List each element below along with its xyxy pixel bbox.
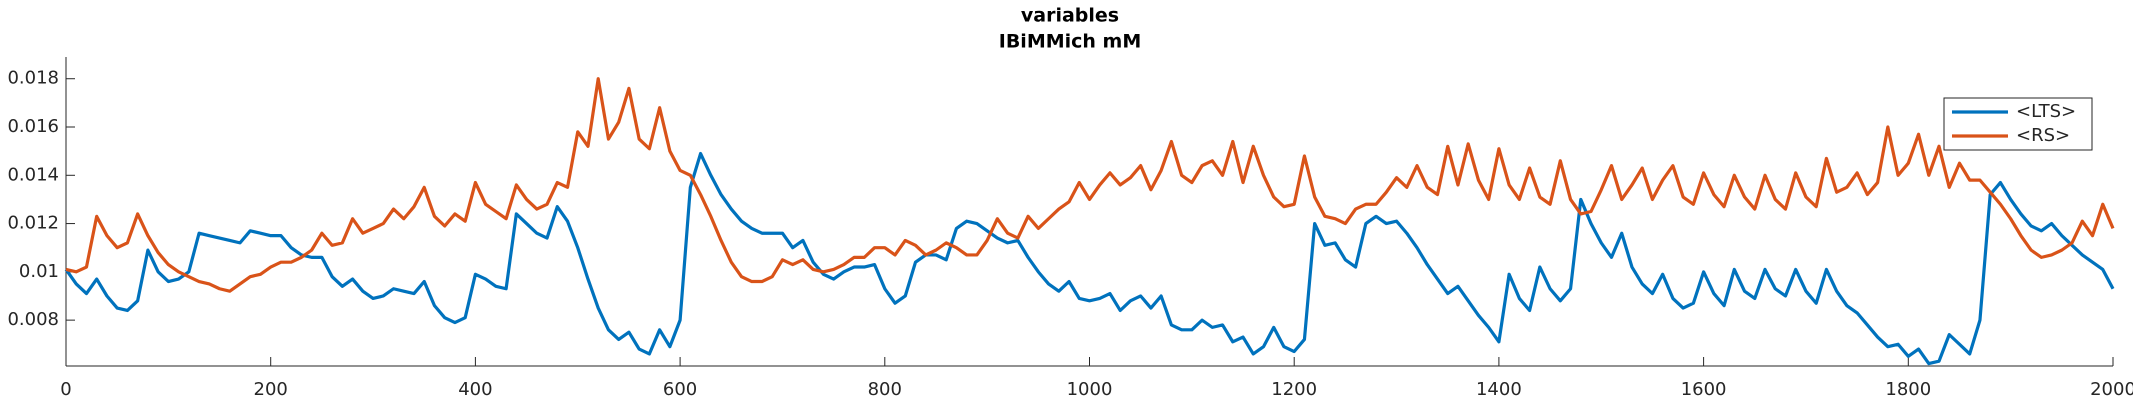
chart-title: variables bbox=[1021, 5, 1119, 27]
y-tick-label: 0.014 bbox=[7, 164, 59, 185]
x-tick-label: 400 bbox=[458, 379, 492, 400]
x-tick-label: 800 bbox=[868, 379, 902, 400]
y-tick-label: 0.008 bbox=[7, 309, 59, 330]
y-tick-label: 0.01 bbox=[19, 261, 59, 282]
x-tick-label: 1400 bbox=[1476, 379, 1522, 400]
x-tick-label: 1800 bbox=[1885, 379, 1931, 400]
series-line bbox=[64, 151, 2115, 366]
x-tick-label: 1000 bbox=[1067, 379, 1113, 400]
chart-subtitle: IBiMMich mM bbox=[999, 31, 1142, 53]
legend-label: <LTS> bbox=[2016, 101, 2076, 122]
y-tick-label: 0.018 bbox=[7, 68, 59, 89]
x-tick-label: 200 bbox=[254, 379, 288, 400]
y-tick-label: 0.012 bbox=[7, 213, 59, 234]
legend-label: <RS> bbox=[2016, 125, 2070, 146]
x-tick-label: 0 bbox=[60, 379, 71, 400]
x-tick-label: 2000 bbox=[2090, 379, 2133, 400]
x-tick-label: 1600 bbox=[1681, 379, 1727, 400]
y-tick-label: 0.016 bbox=[7, 116, 59, 137]
legend-box bbox=[1943, 97, 2093, 151]
x-tick-label: 1200 bbox=[1271, 379, 1317, 400]
x-tick-label: 600 bbox=[663, 379, 697, 400]
series-line bbox=[65, 77, 2115, 293]
